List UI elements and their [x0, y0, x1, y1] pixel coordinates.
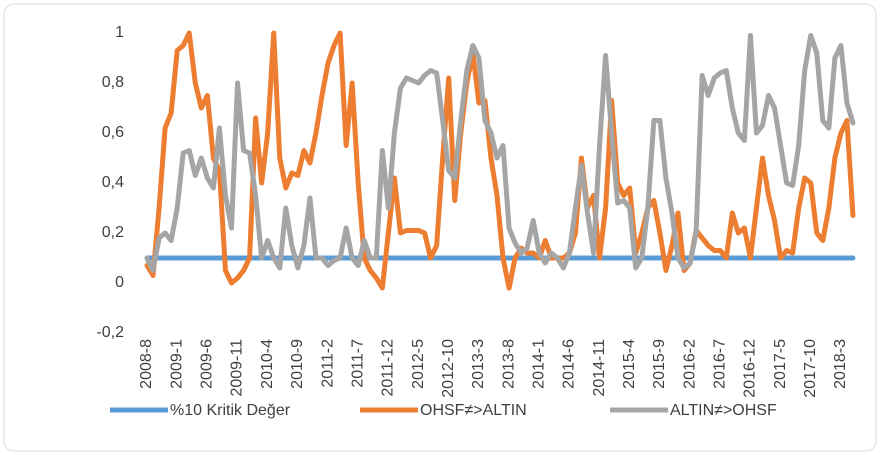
x-tick-label: 2017-5: [772, 339, 789, 389]
x-tick-label: 2016-2: [681, 339, 698, 389]
x-tick-label: 2011-12: [380, 339, 397, 397]
x-tick-label: 2013-8: [500, 339, 517, 389]
y-tick-label: 1: [115, 24, 124, 41]
x-tick-label: 2009-6: [199, 339, 216, 389]
x-tick-label: 2010-4: [259, 339, 276, 389]
x-tick-label: 2013-3: [470, 339, 487, 389]
x-tick-label: 2014-11: [591, 339, 608, 397]
legend-label: %10 Kritik Değer: [170, 402, 291, 419]
y-tick-label: 0,6: [102, 124, 124, 141]
x-tick-label: 2016-12: [742, 339, 759, 398]
x-tick-label: 2016-7: [711, 339, 728, 389]
x-tick-label: 2011-7: [349, 339, 366, 388]
y-tick-label: 0,4: [102, 174, 124, 191]
x-tick-label: 2014-6: [561, 339, 578, 389]
legend-label: ALTIN≠>OHSF: [670, 402, 777, 419]
y-tick-label: -0,2: [96, 324, 124, 341]
x-tick-label: 2008-8: [138, 339, 155, 389]
line-series: [144, 30, 856, 291]
x-tick-label: 2012-10: [440, 339, 457, 398]
x-tick-label: 2009-11: [229, 339, 246, 397]
line-series: [144, 33, 856, 273]
y-tick-label: 0,2: [102, 224, 124, 241]
x-tick-label: 2014-1: [530, 339, 547, 389]
x-tick-label: 2010-9: [289, 339, 306, 389]
y-tick-label: 0,8: [102, 74, 124, 91]
x-tick-label: 2017-10: [802, 339, 819, 398]
x-tick-label: 2015-9: [651, 339, 668, 389]
y-tick-label: 0: [115, 274, 124, 291]
legend-label: OHSF≠>ALTIN: [420, 402, 527, 419]
x-tick-label: 2015-4: [621, 339, 638, 389]
x-tick-label: 2012-5: [410, 339, 427, 389]
x-tick-label: 2018-3: [832, 339, 849, 389]
x-tick-label: 2009-1: [168, 339, 185, 389]
x-tick-label: 2011-2: [319, 339, 336, 388]
